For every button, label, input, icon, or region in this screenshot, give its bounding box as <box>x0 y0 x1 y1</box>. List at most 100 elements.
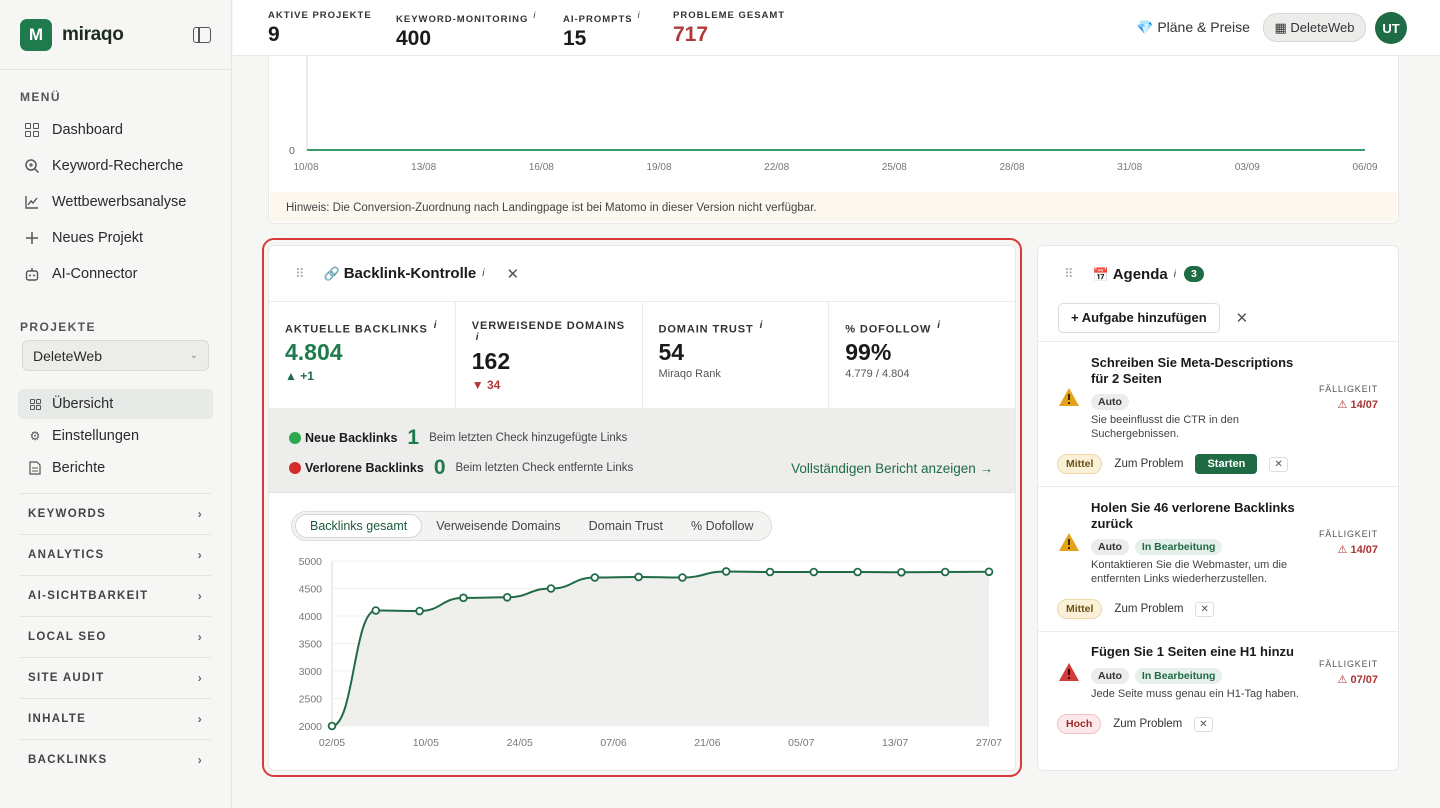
stat-value: 15 <box>563 27 587 51</box>
sidebar-item-label: Übersicht <box>52 396 114 412</box>
sidebar-item-wettbewerbsanalyse[interactable]: Wettbewerbsanalyse <box>0 184 231 220</box>
info-icon[interactable]: i <box>475 332 480 343</box>
site-button[interactable]: ▦ DeleteWeb <box>1263 13 1366 42</box>
data-point[interactable] <box>897 567 906 577</box>
project-select[interactable]: DeleteWeb ⌄ <box>22 340 209 371</box>
logo-row: M miraqo <box>0 0 231 70</box>
logo-text[interactable]: miraqo <box>62 23 124 45</box>
info-icon[interactable]: i <box>482 268 485 279</box>
agenda-task[interactable]: Schreiben Sie Meta-Descriptions für 2 Se… <box>1038 342 1398 487</box>
sidebar-item-ai-connector[interactable]: AI-Connector <box>0 256 231 292</box>
logo-icon[interactable]: M <box>20 18 52 51</box>
gear-icon: ⚙ <box>29 429 41 443</box>
data-point[interactable] <box>634 572 643 582</box>
dismiss-icon[interactable]: ✕ <box>1194 716 1213 732</box>
sidebar-toggle-icon[interactable] <box>193 26 211 43</box>
grid-icon <box>24 122 40 138</box>
x-tick-label: 10/05 <box>413 737 439 749</box>
kpi-value: 99% <box>845 338 892 365</box>
sidebar-group-local-seo[interactable]: LOCAL SEO › <box>20 616 211 657</box>
y-tick-label: 0 <box>289 145 295 157</box>
x-tick-label: 03/09 <box>1235 162 1260 173</box>
tab-domain-trust[interactable]: Domain Trust <box>588 519 663 533</box>
sidebar-group-site-audit[interactable]: SITE AUDIT › <box>20 657 211 698</box>
info-icon[interactable]: i <box>937 320 941 331</box>
task-desc: Sie beeinflusst die CTR in den Suchergeb… <box>1091 414 1239 440</box>
tab-verweisende-domains[interactable]: Verweisende Domains <box>436 519 561 533</box>
plans-link[interactable]: 💎 Pläne & Preise <box>1136 19 1250 35</box>
area-fill <box>332 571 989 726</box>
robot-icon <box>24 266 40 282</box>
kpi-value: 4.804 <box>285 338 343 365</box>
x-axis-labels: 10/08 13/08 16/08 19/08 22/08 25/08 28/08 31/08… <box>293 162 1377 173</box>
matomo-hint: Hinweis: Die Conversion-Zuordnung nach L… <box>270 192 1397 222</box>
sidebar-item-neues-projekt[interactable]: Neues Projekt <box>0 220 231 256</box>
sidebar-group-backlinks[interactable]: BACKLINKS › <box>20 739 211 780</box>
sidebar-item-keyword-recherche[interactable]: Keyword-Recherche <box>0 148 231 184</box>
data-point[interactable] <box>327 721 337 731</box>
task-tag-auto: Auto <box>1091 668 1129 684</box>
info-icon[interactable]: i <box>1173 268 1176 280</box>
info-icon[interactable]: i <box>533 10 537 20</box>
data-point[interactable] <box>984 567 994 577</box>
x-tick-label: 16/08 <box>529 162 554 173</box>
chevron-right-icon: › <box>197 630 203 644</box>
menu-section-label: MENÜ <box>20 90 61 104</box>
info-icon[interactable]: i <box>637 10 641 20</box>
group-label: BACKLINKS <box>28 754 108 766</box>
sidebar-item-label: Einstellungen <box>52 428 140 444</box>
data-point[interactable] <box>940 567 950 577</box>
data-point[interactable] <box>678 573 687 582</box>
sidebar-item-berichte[interactable]: Berichte <box>18 453 213 483</box>
go-to-problem-link[interactable]: Zum Problem <box>1113 718 1183 730</box>
sidebar-item-label: Berichte <box>52 460 106 476</box>
sidebar-item-uebersicht[interactable]: Übersicht <box>18 389 213 419</box>
data-point[interactable] <box>853 567 862 577</box>
sidebar-group-keywords[interactable]: KEYWORDS › <box>20 493 211 534</box>
start-button[interactable]: Starten <box>1195 454 1258 474</box>
info-icon[interactable]: i <box>759 320 764 331</box>
task-due: FÄLLIGKEIT ⚠ 14/07 <box>1319 384 1378 411</box>
drag-handle-icon[interactable]: ⠿ <box>1064 266 1075 281</box>
sidebar-item-einstellungen[interactable]: ⚙ Einstellungen <box>18 421 213 451</box>
go-to-problem-link[interactable]: Zum Problem <box>1114 603 1184 615</box>
close-icon[interactable]: ✕ <box>1235 309 1249 327</box>
sidebar-group-inhalte[interactable]: INHALTE › <box>20 698 211 739</box>
data-point[interactable] <box>459 593 468 603</box>
full-report-link[interactable]: Vollständigen Bericht anzeigen → <box>791 461 993 476</box>
sidebar-item-label: Wettbewerbsanalyse <box>52 194 187 210</box>
data-point[interactable] <box>371 606 381 615</box>
dismiss-icon[interactable]: ✕ <box>1195 601 1214 617</box>
tab-backlinks-gesamt[interactable]: Backlinks gesamt <box>295 514 423 538</box>
kpi-verweisende-domains: VERWEISENDE DOMAINS i 162 ▼ 34 <box>456 302 643 408</box>
data-point[interactable] <box>590 573 600 582</box>
task-tags: Auto In Bearbeitung <box>1091 539 1223 555</box>
due-label: FÄLLIGKEIT <box>1318 384 1378 394</box>
data-point[interactable] <box>502 592 512 602</box>
sidebar-group-ai-sichtbarkeit[interactable]: AI-SICHTBARKEIT › <box>20 575 211 616</box>
agenda-task[interactable]: Fügen Sie 1 Seiten eine H1 hinzu Auto In… <box>1038 632 1398 752</box>
priority-badge: Mittel <box>1057 599 1103 619</box>
sidebar-group-analytics[interactable]: ANALYTICS › <box>20 534 211 575</box>
drag-handle-icon[interactable]: ⠿ <box>295 265 306 281</box>
agenda-task[interactable]: Holen Sie 46 verlorene Backlinks zurück … <box>1038 487 1398 632</box>
close-icon[interactable]: ✕ <box>506 265 520 283</box>
x-tick-label: 06/09 <box>1352 162 1377 173</box>
go-to-problem-link[interactable]: Zum Problem <box>1114 458 1184 470</box>
info-icon[interactable]: i <box>433 320 438 331</box>
projects-section-label: PROJEKTE <box>20 320 96 334</box>
kpi-delta: ▲ +1 <box>285 368 314 383</box>
data-point[interactable] <box>415 606 424 616</box>
tab-dofollow[interactable]: % Dofollow <box>690 519 754 533</box>
data-point[interactable] <box>721 567 731 576</box>
add-task-button[interactable]: + Aufgabe hinzufügen <box>1058 302 1220 333</box>
x-tick-label: 13/08 <box>411 162 436 173</box>
sidebar-item-dashboard[interactable]: Dashboard <box>0 112 231 148</box>
data-point[interactable] <box>765 567 775 577</box>
avatar[interactable]: UT <box>1375 12 1407 44</box>
agenda-count-badge: 3 <box>1183 266 1204 282</box>
data-point[interactable] <box>809 567 819 577</box>
data-point[interactable] <box>546 584 556 593</box>
task-tags: Auto <box>1091 394 1129 410</box>
dismiss-icon[interactable]: ✕ <box>1269 456 1288 472</box>
